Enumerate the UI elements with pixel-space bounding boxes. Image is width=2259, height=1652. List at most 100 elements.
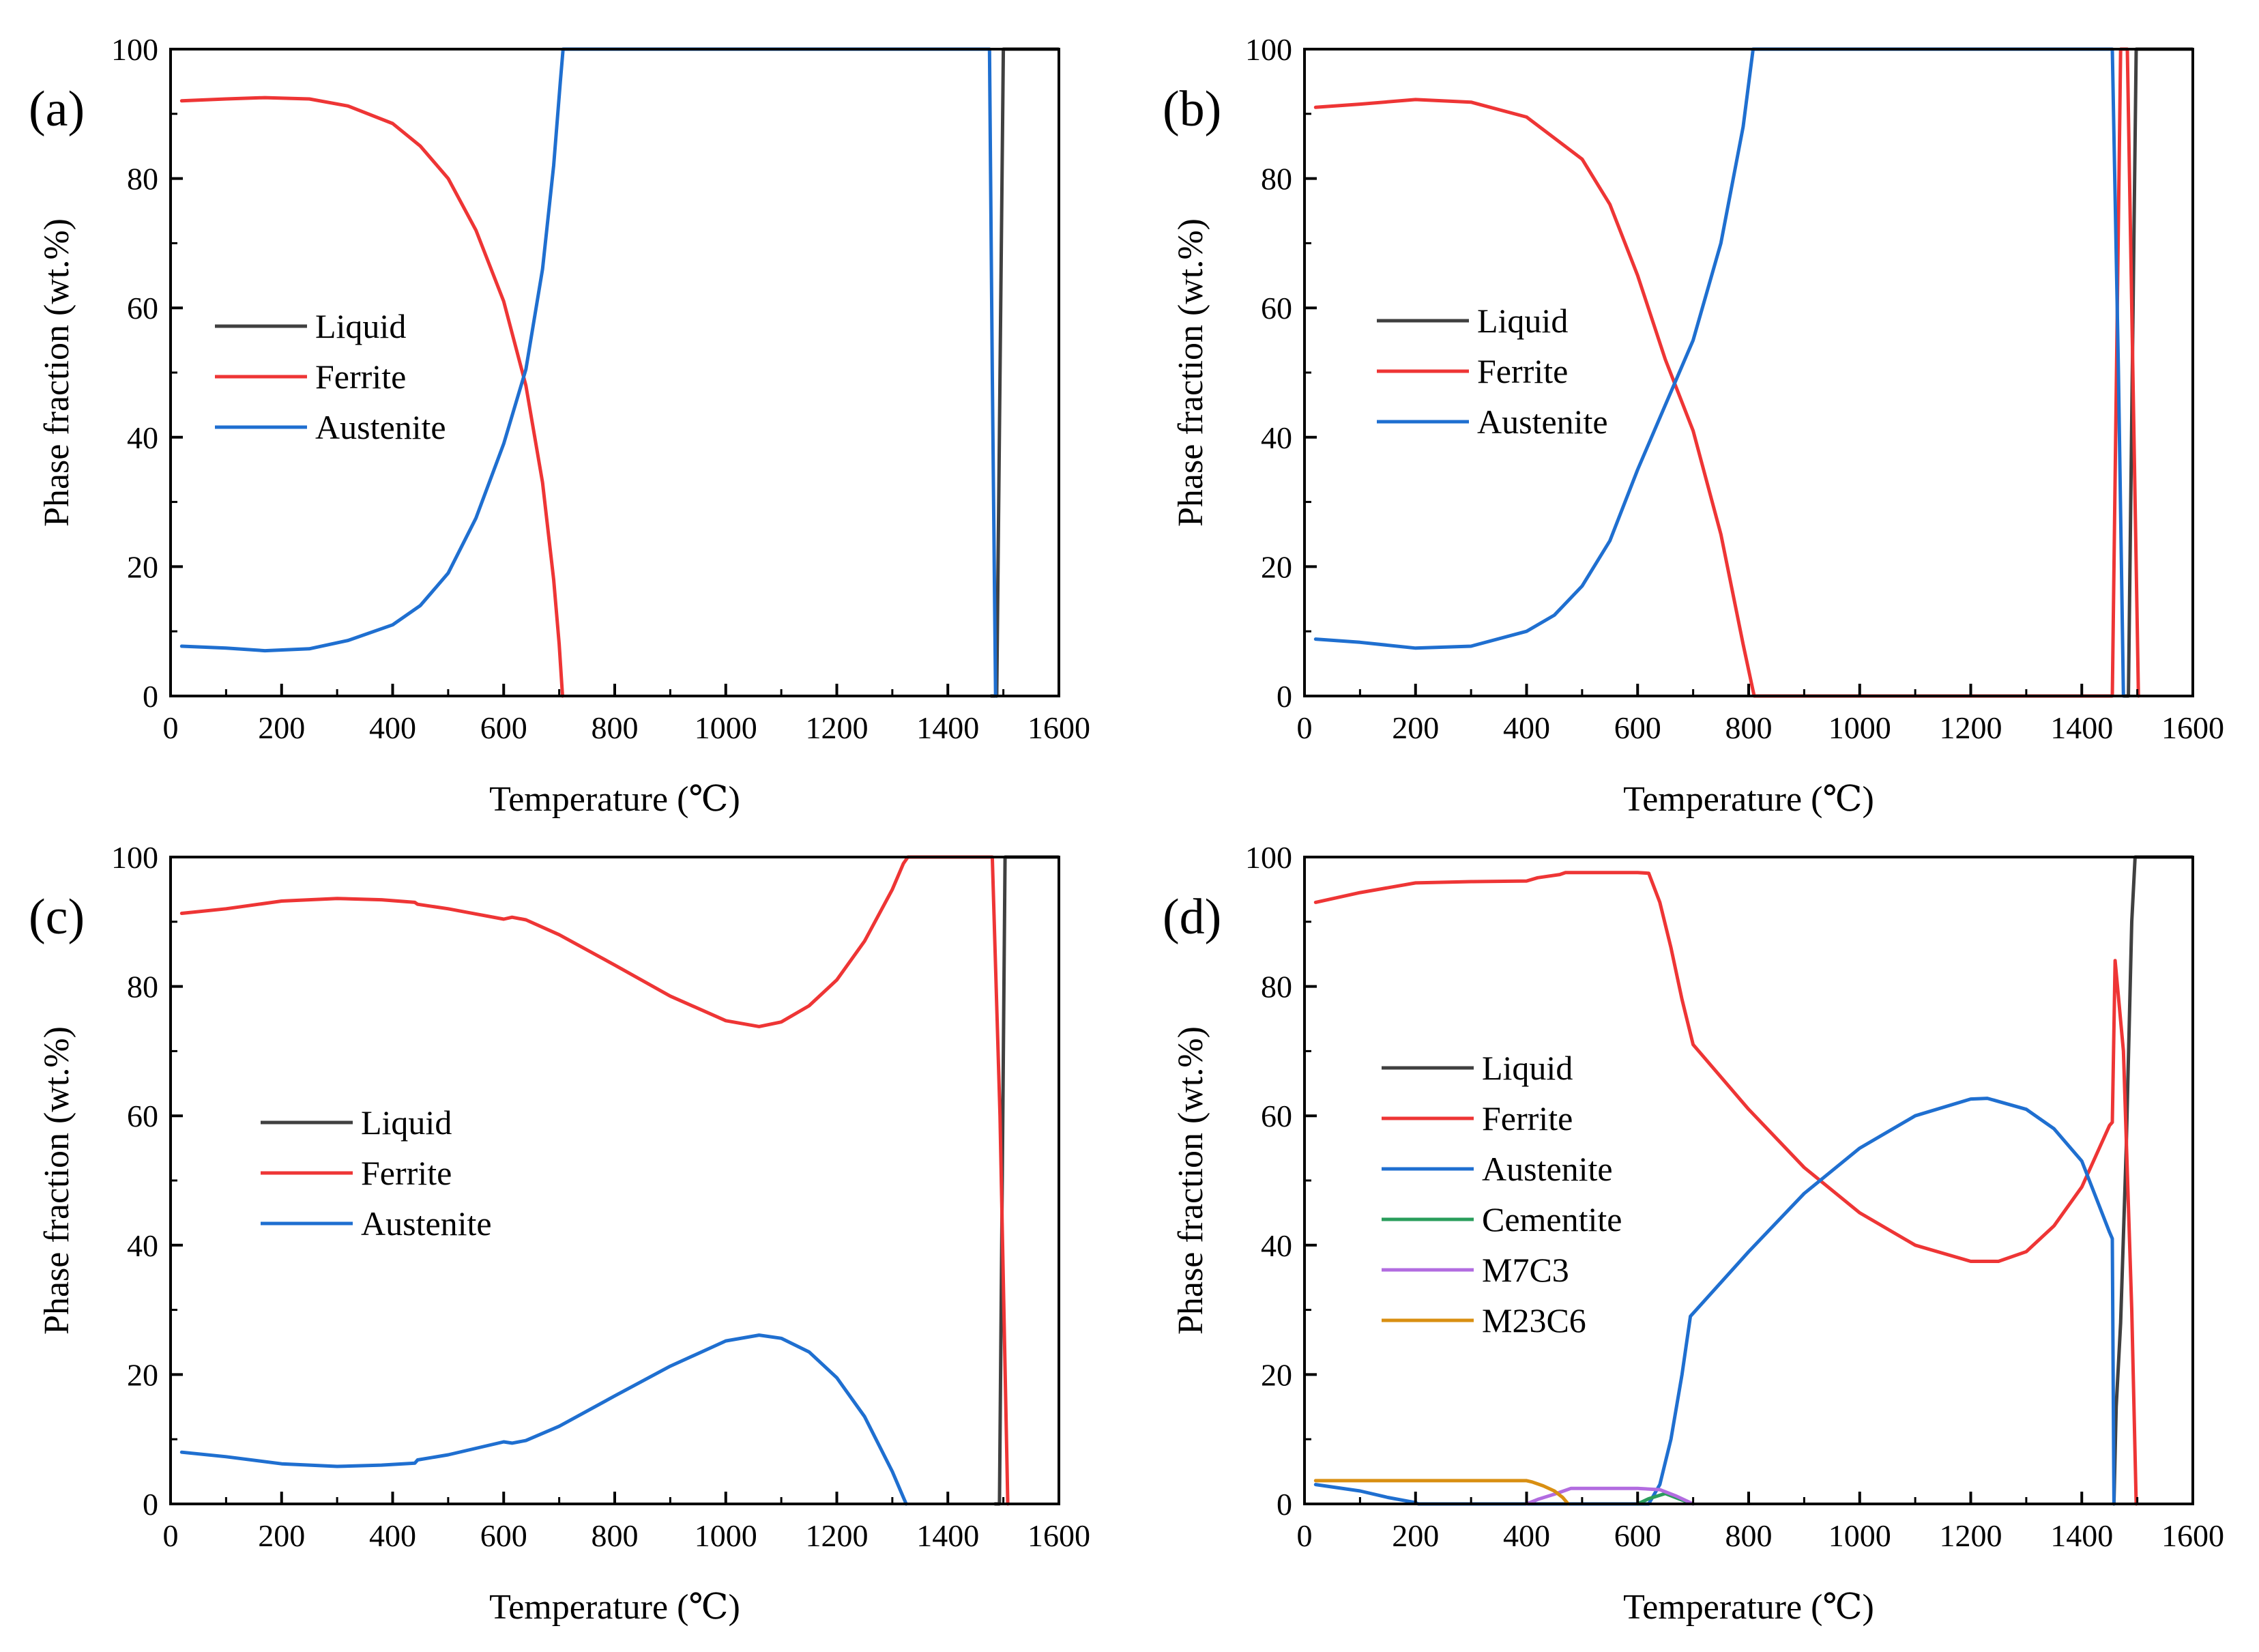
x-tick-label: 1200 [806, 1518, 869, 1553]
x-tick-label: 1400 [2050, 1518, 2113, 1553]
x-tick-label: 1400 [2050, 710, 2113, 745]
x-tick-label: 1200 [1940, 1518, 2002, 1553]
legend-entry-ferrite: Ferrite [1477, 352, 1568, 390]
legend-entry-austenite: Austenite [1477, 403, 1608, 441]
x-tick-label: 0 [163, 1518, 179, 1553]
x-tick-label: 600 [480, 710, 527, 745]
x-tick-label: 0 [163, 710, 179, 745]
y-tick-label: 60 [127, 291, 158, 325]
x-tick-label: 1600 [1028, 710, 1090, 745]
x-tick-label: 200 [1392, 1518, 1439, 1553]
y-tick-label: 40 [127, 420, 158, 455]
y-axis-title: Phase fraction (wt.%) [1171, 1026, 1210, 1335]
x-tick-label: 1000 [695, 710, 757, 745]
x-tick-label: 1400 [916, 1518, 979, 1553]
x-tick-label: 600 [1614, 1518, 1661, 1553]
series-line-liquid [2112, 855, 2193, 1506]
legend-entry-ferrite: Ferrite [1482, 1099, 1573, 1137]
series-line-austenite [179, 1333, 908, 1506]
x-tick-label: 1600 [2161, 710, 2224, 745]
x-tick-label: 400 [369, 710, 416, 745]
x-tick-label: 1600 [2161, 1518, 2224, 1553]
y-tick-label: 0 [1277, 679, 1292, 714]
x-tick-label: 400 [369, 1518, 416, 1553]
x-tick-label: 1200 [1940, 710, 2002, 745]
x-tick-label: 200 [258, 710, 305, 745]
series-line-ferrite [1313, 871, 2138, 1506]
y-tick-label: 60 [127, 1099, 158, 1133]
y-tick-label: 20 [127, 549, 158, 584]
legend-entry-liquid: Liquid [361, 1103, 452, 1142]
panel-label: (a) [29, 81, 85, 137]
legend: Liquid Ferrite Austenite [1377, 302, 1608, 441]
y-tick-label: 100 [111, 840, 158, 875]
x-tick-label: 0 [1297, 710, 1313, 745]
x-axis-title: Temperature (℃) [1623, 1588, 1874, 1627]
y-tick-label: 0 [1277, 1487, 1292, 1522]
series-line-m7c3 [1525, 1486, 1695, 1506]
legend: Liquid Ferrite Austenite [261, 1103, 492, 1243]
y-tick-label: 100 [1245, 32, 1292, 67]
y-tick-label: 100 [1245, 840, 1292, 875]
series-line-ferrite [179, 96, 564, 698]
legend-entry-m23c6: M23C6 [1482, 1301, 1586, 1339]
y-tick-label: 0 [143, 1487, 158, 1522]
series-line-ferrite [1313, 47, 2140, 698]
series-line-austenite [179, 47, 997, 698]
legend-entry-liquid: Liquid [1477, 302, 1568, 340]
y-tick-label: 40 [1261, 420, 1292, 455]
x-axis-title: Temperature (℃) [489, 780, 740, 819]
y-tick-label: 20 [1261, 1357, 1292, 1392]
series-line-liquid [989, 47, 1059, 698]
y-tick-label: 40 [1261, 1228, 1292, 1263]
y-axis-title: Phase fraction (wt.%) [38, 218, 76, 527]
x-tick-label: 1200 [806, 710, 869, 745]
legend-entry-austenite: Austenite [1482, 1150, 1613, 1188]
y-tick-label: 80 [1261, 162, 1292, 197]
x-tick-label: 800 [592, 710, 639, 745]
y-tick-label: 40 [127, 1228, 158, 1263]
legend-entry-m7c3: M7C3 [1482, 1251, 1569, 1289]
series-line-ferrite [179, 855, 1010, 1506]
series-layer [1313, 855, 2193, 1506]
y-tick-label: 20 [127, 1357, 158, 1392]
legend-entry-ferrite: Ferrite [315, 358, 406, 396]
y-tick-label: 0 [143, 679, 158, 714]
y-axis-title: Phase fraction (wt.%) [38, 1026, 76, 1335]
chart-panel-1: 0 200 400 600 800 1000 1200 1400 1600 0 20 40 60 80 10… [29, 32, 1090, 819]
series-line-m23c6 [1313, 1479, 1570, 1506]
chart-panel-3: 0 200 400 600 800 1000 1200 1400 1600 0 20 40 60 80 10… [29, 840, 1090, 1627]
chart-panel-4: 0 200 400 600 800 1000 1200 1400 1600 0 20 40 60 80 10… [1163, 840, 2224, 1627]
x-tick-label: 1400 [916, 710, 979, 745]
legend-entry-ferrite: Ferrite [361, 1154, 452, 1192]
x-tick-label: 800 [1725, 710, 1773, 745]
legend-entry-austenite: Austenite [315, 408, 446, 446]
panel-label: (b) [1163, 81, 1221, 137]
plot-frame [1303, 856, 2194, 1505]
legend-entry-liquid: Liquid [1482, 1049, 1573, 1087]
y-tick-label: 80 [127, 162, 158, 197]
x-tick-label: 800 [592, 1518, 639, 1553]
x-axis-title: Temperature (℃) [1623, 780, 1874, 819]
x-tick-label: 600 [480, 1518, 527, 1553]
x-tick-label: 600 [1614, 710, 1661, 745]
panel-label: (c) [29, 889, 85, 945]
x-axis-title: Temperature (℃) [489, 1588, 740, 1627]
x-tick-label: 400 [1503, 710, 1550, 745]
y-axis-title: Phase fraction (wt.%) [1171, 218, 1210, 527]
plot-frame [169, 856, 1060, 1505]
legend-entry-cementite: Cementite [1482, 1200, 1622, 1238]
y-tick-label: 80 [127, 970, 158, 1004]
x-tick-label: 1000 [695, 1518, 757, 1553]
x-tick-label: 1000 [1828, 1518, 1891, 1553]
series-line-austenite [1313, 1097, 2116, 1506]
x-tick-label: 0 [1297, 1518, 1313, 1553]
legend: Liquid Ferrite Austenite Cementite M7C3 M23C6 [1382, 1049, 1622, 1339]
x-tick-label: 200 [258, 1518, 305, 1553]
y-tick-label: 80 [1261, 970, 1292, 1004]
x-tick-label: 800 [1725, 1518, 1773, 1553]
x-tick-label: 1600 [1028, 1518, 1090, 1553]
y-tick-label: 60 [1261, 291, 1292, 325]
x-tick-label: 1000 [1828, 710, 1891, 745]
